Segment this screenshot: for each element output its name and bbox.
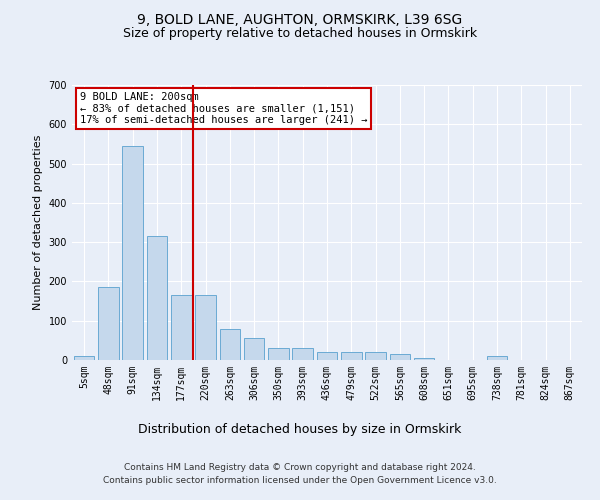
Bar (268, 348, 289, 360)
Text: 9 BOLD LANE: 200sqm
← 83% of detached houses are smaller (1,151)
17% of semi-det: 9 BOLD LANE: 200sqm ← 83% of detached ho… (80, 92, 367, 125)
Text: Contains public sector information licensed under the Open Government Licence v3: Contains public sector information licen… (103, 476, 497, 485)
Bar (195, 295, 216, 360)
Bar (98, 288, 119, 360)
Bar (414, 358, 434, 360)
Bar (389, 354, 410, 360)
Bar (122, 146, 143, 360)
Text: 9, BOLD LANE, AUGHTON, ORMSKIRK, L39 6SG: 9, BOLD LANE, AUGHTON, ORMSKIRK, L39 6SG (137, 12, 463, 26)
Y-axis label: Number of detached properties: Number of detached properties (33, 135, 43, 310)
Bar (365, 352, 386, 360)
Bar (171, 295, 191, 360)
Bar (292, 348, 313, 360)
Bar (317, 352, 337, 360)
Text: Contains HM Land Registry data © Crown copyright and database right 2024.: Contains HM Land Registry data © Crown c… (124, 462, 476, 471)
Bar (146, 236, 167, 360)
Bar (487, 356, 508, 360)
Text: Distribution of detached houses by size in Ormskirk: Distribution of detached houses by size … (139, 422, 461, 436)
Bar (220, 328, 240, 360)
Bar (341, 352, 362, 360)
Text: Size of property relative to detached houses in Ormskirk: Size of property relative to detached ho… (123, 28, 477, 40)
Bar (74, 356, 94, 360)
Bar (244, 338, 265, 360)
